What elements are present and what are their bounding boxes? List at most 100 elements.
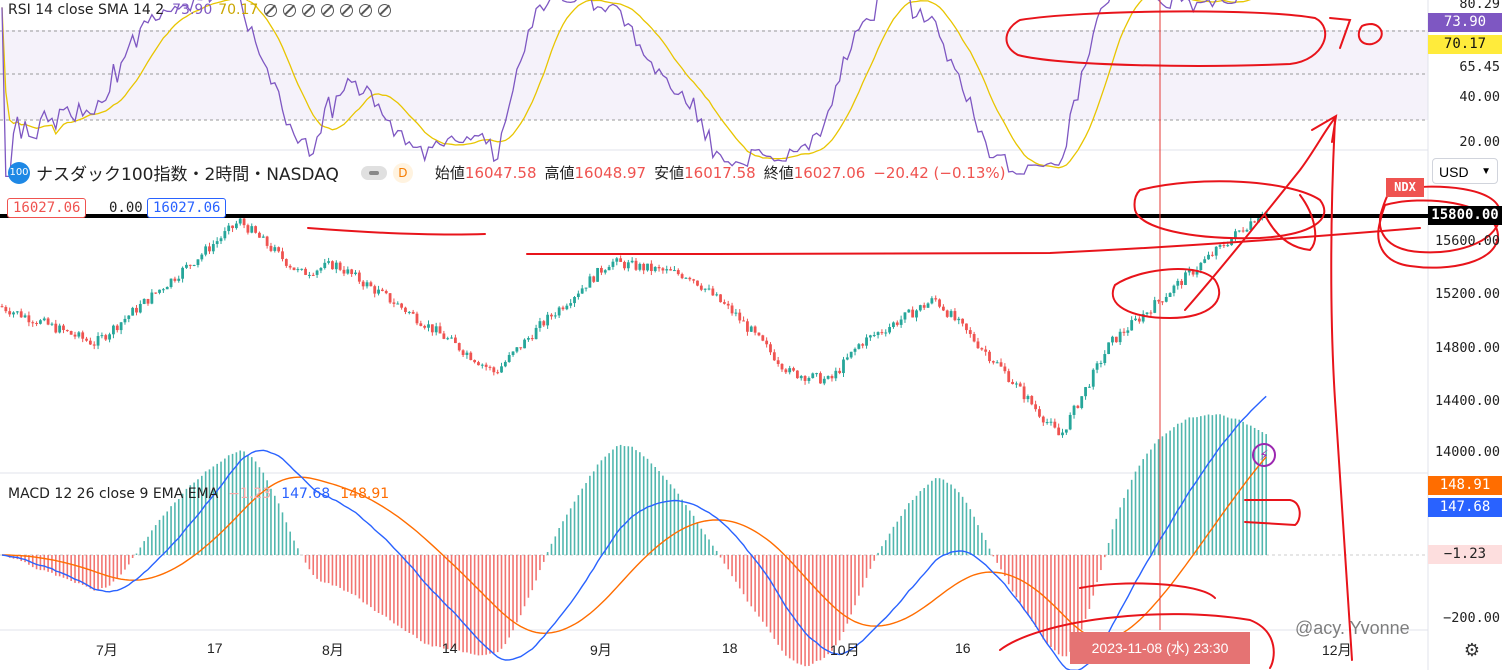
candle-body [73,334,77,337]
candle-body [703,288,707,290]
candle-body [1137,318,1141,322]
ohlc-low-label: 安値 [654,164,685,182]
candle-body [696,280,699,286]
candle-body [138,303,142,313]
candle-body [19,311,23,318]
eye-off-icon[interactable] [302,3,316,17]
candle-body [519,347,523,349]
candle-body [1076,405,1080,408]
main-legend[interactable]: 100 ナスダック100指数・2時間・NASDAQ D 始値 16047.58 … [8,160,1005,185]
candle-body [1084,387,1087,397]
candle-body [88,340,92,345]
candle-body [62,325,65,331]
candle-body [1207,254,1210,260]
candle-body [323,262,327,269]
candle-body [784,369,788,373]
time-axis[interactable]: 7月 17 8月 14 9月 18 10月 16 12月 2023-11-08 … [0,630,1428,670]
candle-body [35,323,38,325]
lightning-icon[interactable]: ⚡ [1252,443,1276,467]
candle-body [169,278,173,288]
candle-body [100,335,104,337]
candle-body [715,294,719,296]
candle-body [400,303,404,308]
candle-body [822,378,826,384]
candle-body [327,261,331,263]
eye-off-icon[interactable] [359,3,373,17]
candle-body [596,267,599,282]
candle-body [1149,312,1153,314]
currency-selector[interactable]: USD ▼ [1432,158,1498,184]
candle-body [1045,422,1049,424]
candle-body [204,246,208,255]
eye-off-icon[interactable] [283,3,297,17]
eye-off-icon[interactable] [321,3,335,17]
candle-body [630,260,634,263]
candle-body [707,288,711,290]
currency-label: USD [1439,164,1469,180]
candle-body [1022,386,1026,400]
macd-legend[interactable]: MACD 12 26 close 9 EMA EMA −1.23 147.68 … [8,486,389,502]
symbol-title[interactable]: ナスダック100指数・2時間・NASDAQ [36,165,339,185]
eye-off-icon[interactable] [340,3,354,17]
candle-body [1222,245,1226,247]
candle-body [442,333,446,339]
candle-body [427,324,430,328]
macd-scale[interactable]: 148.91 147.68 −1.23 −200.00 [1428,473,1502,630]
candle-body [39,320,42,324]
candle-body [611,261,615,267]
eye-off-icon[interactable] [264,3,278,17]
candle-body [1034,404,1038,410]
delayed-badge[interactable]: D [392,162,413,183]
rsi-label: RSI 14 close SMA 14 2 [8,2,165,18]
candle-body [311,274,315,276]
candle-body [12,312,15,315]
price-scale[interactable]: NDX 15800.00 15600.00 15200.00 14800.00 … [1386,178,1502,473]
candle-body [615,258,619,262]
candle-body [392,302,396,304]
candle-body [331,261,334,270]
candle-body [918,305,922,311]
settings-icon[interactable]: ⚙ [1463,640,1481,660]
buy-price-pill[interactable]: 16027.06 [147,198,227,218]
candle-body [649,263,653,272]
candle-body [853,348,857,352]
candle-body [234,223,238,229]
macd-signal-value: 148.91 [340,486,390,502]
candle-body [31,322,35,324]
annotation-ellipse-price-top [1133,180,1326,240]
candle-body [92,344,96,346]
level-price-tag: 15800.00 [1428,206,1502,225]
candle-body [119,322,123,331]
candle-body [300,268,304,270]
sell-price-pill[interactable]: 16027.06 [7,198,87,218]
time-axis-label: 9月 [590,642,612,658]
candle-body [995,362,999,364]
annotation-ellipse-rsi [1005,10,1327,67]
candle-body [430,324,434,333]
macd-series [1,395,1267,670]
annotation-ellipse-15800-1 [1378,185,1502,254]
candle-body [811,373,815,379]
candle-body [534,327,538,340]
annotation-arrow-up [1184,114,1338,311]
eye-off-icon[interactable] [378,3,392,17]
candle-body [1237,230,1241,232]
candle-body [42,318,46,321]
rsi-legend[interactable]: RSI 14 close SMA 14 2 73.90 70.17 [8,2,392,18]
candle-body [746,321,749,332]
candle-body [346,269,350,274]
candle-body [223,231,227,239]
candle-body [623,261,626,269]
candle-body [1245,229,1249,232]
toggle-badge[interactable] [360,165,387,180]
chevron-down-icon: ▼ [1481,166,1491,177]
candle-body [550,314,553,317]
candle-body [1168,293,1172,297]
candle-body [142,298,146,304]
candle-body [1172,285,1176,294]
candle-body [465,352,469,355]
candle-body [842,359,845,374]
candle-body [450,337,453,339]
rsi-scale[interactable]: 80.29 73.90 70.17 65.45 40.00 20.00 [1428,0,1502,150]
